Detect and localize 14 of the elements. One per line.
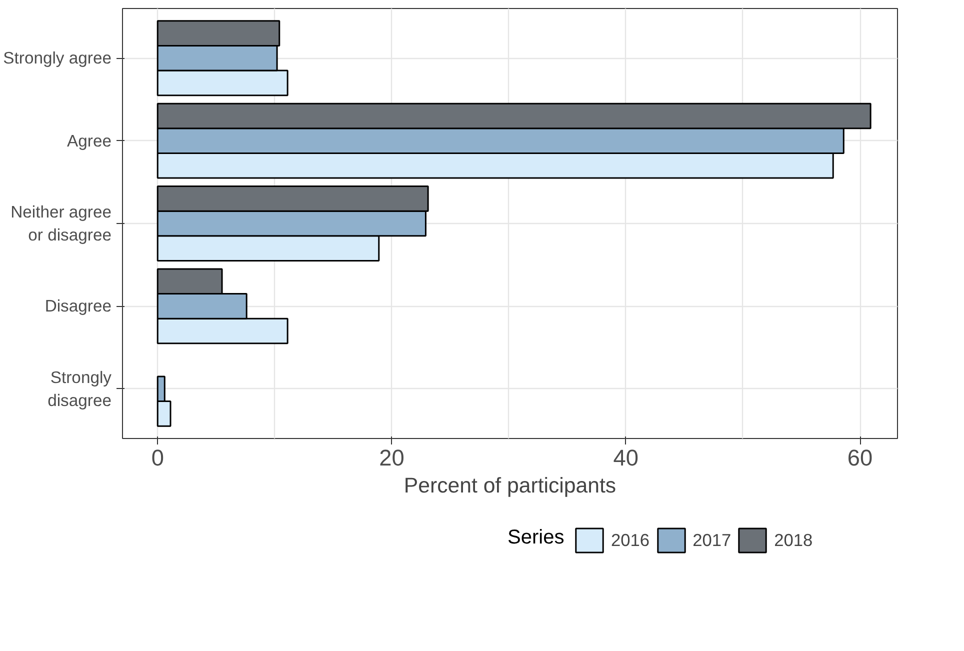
- x-tick-label: 40: [613, 444, 638, 470]
- y-tick-label: Strongly disagree: [48, 368, 112, 410]
- y-tick-label: Disagree: [44, 296, 112, 316]
- x-axis-title: Percent of participants: [404, 474, 616, 498]
- legend-title: Series: [508, 526, 564, 548]
- x-tick-label: 20: [379, 444, 404, 470]
- legend-label: 2018: [774, 530, 813, 550]
- y-tick-label: Neither agree or disagree: [10, 202, 112, 244]
- x-tick-label: 60: [847, 444, 873, 470]
- x-tick-label: 0: [151, 444, 164, 470]
- legend-label: 2016: [611, 530, 650, 550]
- y-tick-label: Strongly agree: [3, 48, 112, 68]
- legend-label: 2017: [692, 530, 732, 550]
- y-tick-label: Agree: [67, 131, 112, 150]
